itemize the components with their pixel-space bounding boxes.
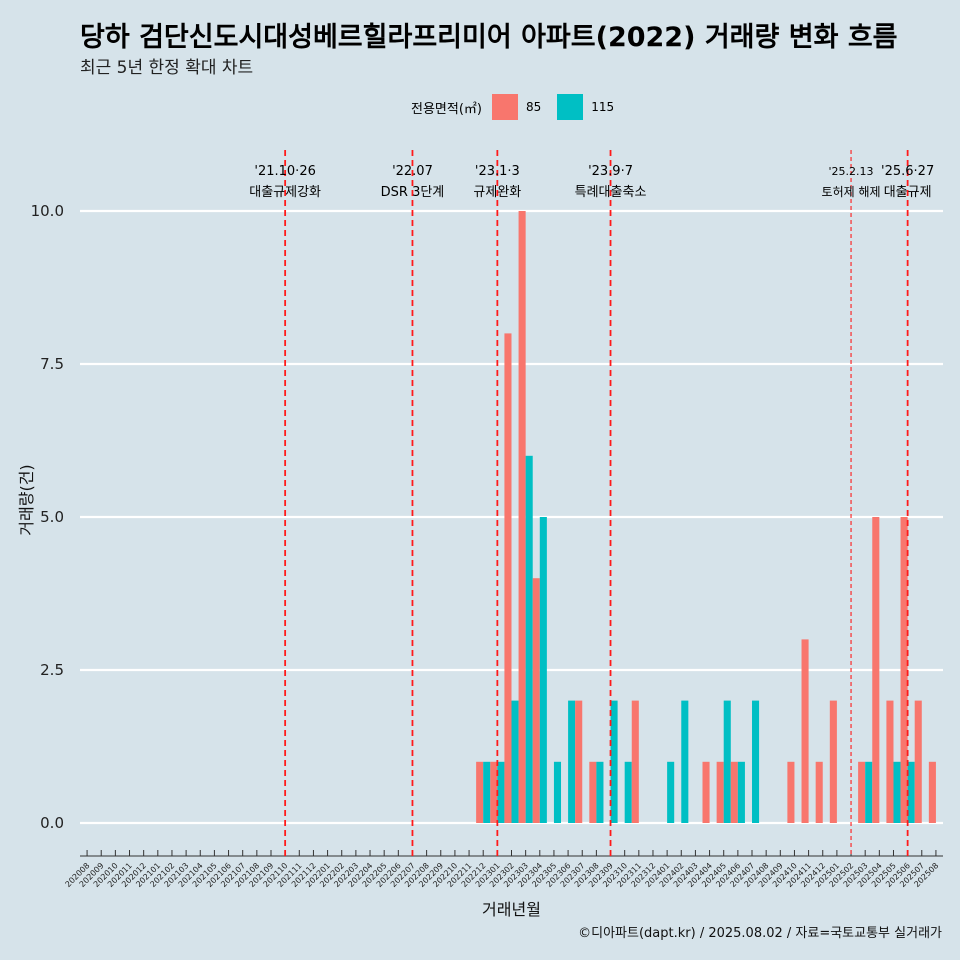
bar-85-202404 xyxy=(702,761,710,823)
event-label-202207: DSR 3단계 xyxy=(381,185,445,200)
bar-115-202406 xyxy=(737,761,745,823)
bar-115-202402 xyxy=(681,700,689,823)
bar-115-202301 xyxy=(497,761,505,823)
y-axis-title: 거래량(건) xyxy=(17,464,36,535)
event-label-202301: 규제완화 xyxy=(473,185,521,200)
bar-115-202401 xyxy=(667,761,675,823)
bar-115-202304 xyxy=(539,517,547,823)
y-tick-label: 0.0 xyxy=(40,814,64,832)
legend-label-85: 85 xyxy=(525,100,542,114)
bar-115-202305 xyxy=(553,761,562,823)
event-label-202110: 대출규제강화 xyxy=(249,185,321,200)
bar-85-202504 xyxy=(872,517,880,823)
bar-85-202507 xyxy=(914,700,922,823)
bar-85-202508 xyxy=(928,761,936,823)
event-label-202502: 토허제 해제 xyxy=(822,185,881,199)
bar-85-202302 xyxy=(504,333,512,823)
bar-85-202406 xyxy=(730,761,738,823)
bar-115-202309 xyxy=(610,700,618,823)
chart-title: 당하 검단신도시대성베르힐라프리미어 아파트(2022) 거래량 변화 흐름 xyxy=(80,22,898,53)
y-tick-label: 7.5 xyxy=(40,355,64,373)
bar-85-202303 xyxy=(518,211,526,823)
bar-85-202506 xyxy=(900,517,908,823)
bar-85-202501 xyxy=(829,700,837,823)
bar-85-202311 xyxy=(631,700,639,823)
bar-115-202212 xyxy=(483,761,491,823)
bar-85-202307 xyxy=(575,700,583,823)
bar-85-202301 xyxy=(490,761,498,823)
bar-115-202506 xyxy=(907,761,915,823)
bar-85-202405 xyxy=(716,761,724,823)
event-label-202309: 특례대출축소 xyxy=(575,185,647,200)
bar-85-202304 xyxy=(532,578,540,823)
bar-115-202310 xyxy=(624,761,632,823)
event-date-202207: '22.07 xyxy=(392,164,433,179)
bar-115-202306 xyxy=(568,700,576,823)
bar-85-202410 xyxy=(787,761,795,823)
legend-key-85 xyxy=(491,94,518,120)
bar-85-202503 xyxy=(858,761,866,823)
event-date-202301: '23.1·3 xyxy=(475,164,520,179)
x-axis-title: 거래년월 xyxy=(482,900,541,919)
bar-85-202212 xyxy=(476,761,484,823)
event-date-202110: '21.10·26 xyxy=(254,164,315,179)
bar-85-202505 xyxy=(886,700,894,823)
bar-115-202505 xyxy=(893,761,901,823)
legend-label-115: 115 xyxy=(591,100,615,114)
event-date-202309: '23.9·7 xyxy=(588,164,633,179)
y-tick-label: 2.5 xyxy=(40,661,64,679)
source-caption: ©디아파트(dapt.kr) / 2025.08.02 / 자료=국토교통부 실… xyxy=(578,926,942,941)
bar-115-202302 xyxy=(511,700,519,823)
chart-subtitle: 최근 5년 한정 확대 차트 xyxy=(80,58,254,78)
legend-key-115 xyxy=(557,94,584,120)
y-tick-label: 5.0 xyxy=(40,508,64,526)
bar-115-202405 xyxy=(723,700,731,823)
bar-85-202411 xyxy=(801,639,809,823)
event-date-202502: '25.2.13 xyxy=(829,165,874,178)
legend: 전용면적(㎡) 85 115 xyxy=(411,93,630,121)
bar-85-202412 xyxy=(815,761,823,823)
event-date-202506: '25.6·27 xyxy=(881,164,934,179)
bar-115-202303 xyxy=(525,455,533,823)
bar-115-202407 xyxy=(752,700,760,823)
bar-115-202308 xyxy=(596,761,604,823)
bar-115-202503 xyxy=(865,761,873,823)
bar-85-202308 xyxy=(589,761,597,823)
event-label-202506: 대출규제 xyxy=(884,185,932,200)
y-tick-label: 10.0 xyxy=(31,202,64,220)
legend-title: 전용면적(㎡) xyxy=(411,101,482,117)
